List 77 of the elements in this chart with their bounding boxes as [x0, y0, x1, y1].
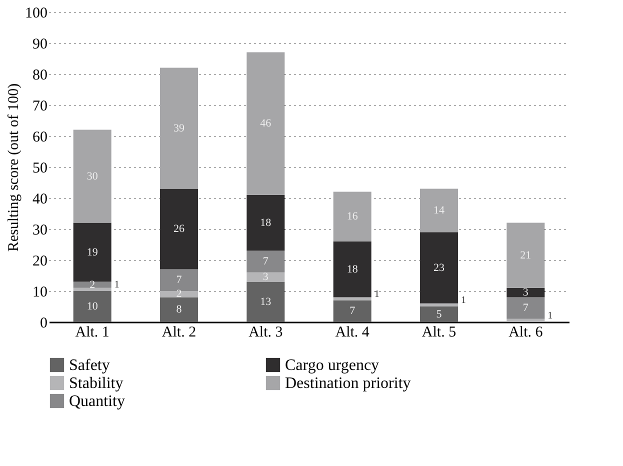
data-label: 14 — [434, 204, 445, 216]
y-tick-label: 80 — [32, 68, 48, 84]
bar — [246, 272, 285, 282]
bar — [506, 318, 545, 322]
y-axis-title: Resulting score (out of 100) — [6, 83, 22, 252]
bar — [246, 250, 285, 272]
data-label: 10 — [86, 300, 98, 312]
y-tick-label: 60 — [32, 130, 48, 146]
bar — [73, 282, 112, 288]
data-label: 26 — [174, 223, 185, 235]
y-tick-label: 100 — [25, 6, 48, 22]
bar — [160, 188, 198, 270]
y-tick-label: 0 — [40, 316, 48, 332]
bar — [73, 130, 112, 223]
data-label: 1 — [548, 310, 553, 322]
x-tick-label: Alt. 6 — [508, 324, 544, 340]
x-tick-label: Alt. 5 — [422, 324, 456, 340]
data-label: 3 — [522, 286, 529, 299]
y-tick-label: 10 — [32, 284, 48, 300]
bar — [506, 297, 545, 319]
data-label: 2 — [176, 288, 182, 300]
data-label: 39 — [174, 122, 185, 134]
legend-label: Stability — [69, 375, 124, 392]
data-label: 18 — [260, 216, 272, 229]
data-label: 7 — [522, 302, 529, 314]
bar — [160, 297, 198, 322]
bar — [333, 300, 372, 322]
y-tick-label: 40 — [32, 192, 48, 208]
data-label: 8 — [176, 304, 182, 316]
data-label: 18 — [346, 263, 358, 276]
data-label: 30 — [86, 170, 98, 182]
data-label: 21 — [520, 249, 532, 262]
data-label: 46 — [260, 118, 272, 130]
x-tick-label: Alt. 3 — [248, 324, 283, 340]
bar — [506, 288, 545, 298]
bar — [73, 222, 112, 282]
data-label: 7 — [176, 274, 182, 286]
bar — [160, 68, 198, 189]
bar — [420, 303, 458, 306]
legend-label: Quantity — [69, 393, 125, 410]
bar — [73, 288, 112, 291]
x-tick-label: Alt. 1 — [75, 324, 110, 340]
bar — [246, 52, 285, 195]
data-label: 13 — [260, 296, 272, 308]
legend-label: Cargo urgency — [285, 357, 380, 374]
bar — [420, 232, 458, 304]
data-label: 1 — [114, 279, 120, 290]
data-label: 23 — [434, 262, 445, 274]
data-label: 19 — [86, 246, 98, 258]
data-label: 16 — [346, 210, 358, 223]
bar — [506, 222, 545, 288]
y-tick-label: 70 — [32, 98, 48, 114]
data-label: 7 — [350, 305, 356, 318]
bar — [420, 188, 458, 232]
data-label: 5 — [436, 308, 442, 320]
bar — [160, 291, 198, 298]
legend-label: Safety — [69, 357, 110, 374]
x-tick-label: Alt. 4 — [335, 324, 370, 340]
bar — [246, 282, 285, 322]
y-tick-label: 90 — [32, 36, 48, 52]
data-label: 3 — [262, 271, 269, 284]
data-label: 1 — [461, 294, 466, 306]
y-tick-label: 30 — [32, 222, 48, 238]
x-tick-label: Alt. 2 — [162, 324, 196, 340]
bar — [333, 241, 372, 298]
bar — [160, 269, 198, 291]
data-label: 1 — [374, 288, 380, 300]
legend-label: Destination priority — [285, 375, 411, 392]
bar — [246, 194, 285, 251]
bar — [333, 297, 372, 300]
data-label: 2 — [90, 278, 96, 291]
bar — [420, 306, 458, 322]
data-label: 7 — [262, 256, 269, 268]
bar — [73, 291, 112, 322]
y-tick-label: 20 — [32, 254, 48, 270]
y-tick-label: 50 — [32, 160, 48, 176]
bar — [333, 192, 372, 242]
